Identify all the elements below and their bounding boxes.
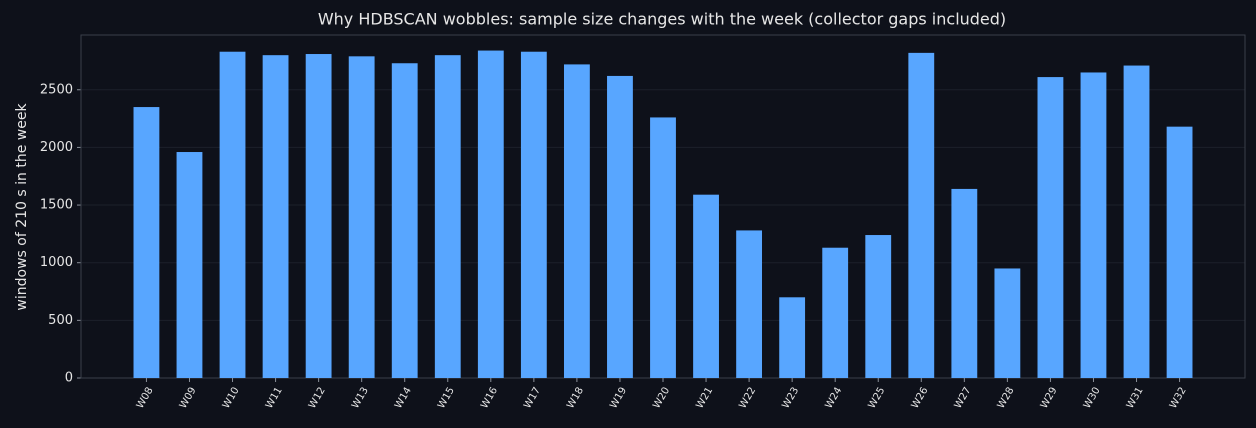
bar: [1166, 126, 1193, 379]
bar: [1123, 65, 1150, 378]
bar: [607, 75, 633, 378]
y-tick-label: 2500: [40, 82, 73, 97]
bar: [563, 64, 590, 379]
y-tick-label: 1000: [40, 255, 73, 270]
bar: [262, 55, 289, 378]
bar: [779, 297, 806, 378]
bar: [994, 268, 1021, 378]
y-tick-label: 1500: [40, 198, 73, 213]
bar: [434, 55, 461, 378]
bar: [650, 117, 676, 378]
bar: [305, 54, 332, 378]
bar: [1037, 77, 1064, 379]
bar: [865, 235, 892, 378]
bar: [219, 51, 246, 378]
bar: [133, 107, 160, 378]
bar: [348, 56, 375, 379]
y-tick-label: 500: [48, 313, 73, 328]
bar: [1080, 72, 1107, 379]
bar: [822, 247, 849, 378]
bar: [391, 63, 418, 378]
bar: [477, 50, 504, 379]
bar: [908, 52, 935, 379]
y-tick-label: 2000: [40, 140, 73, 155]
chart-title: Why HDBSCAN wobbles: sample size changes…: [318, 10, 1006, 29]
bar: [520, 51, 547, 378]
bar: [693, 194, 719, 378]
y-axis-label: windows of 210 s in the week: [14, 103, 30, 311]
y-tick-label: 0: [65, 371, 73, 386]
bar: [951, 188, 978, 378]
bar: [736, 230, 763, 378]
bar: [176, 152, 203, 378]
